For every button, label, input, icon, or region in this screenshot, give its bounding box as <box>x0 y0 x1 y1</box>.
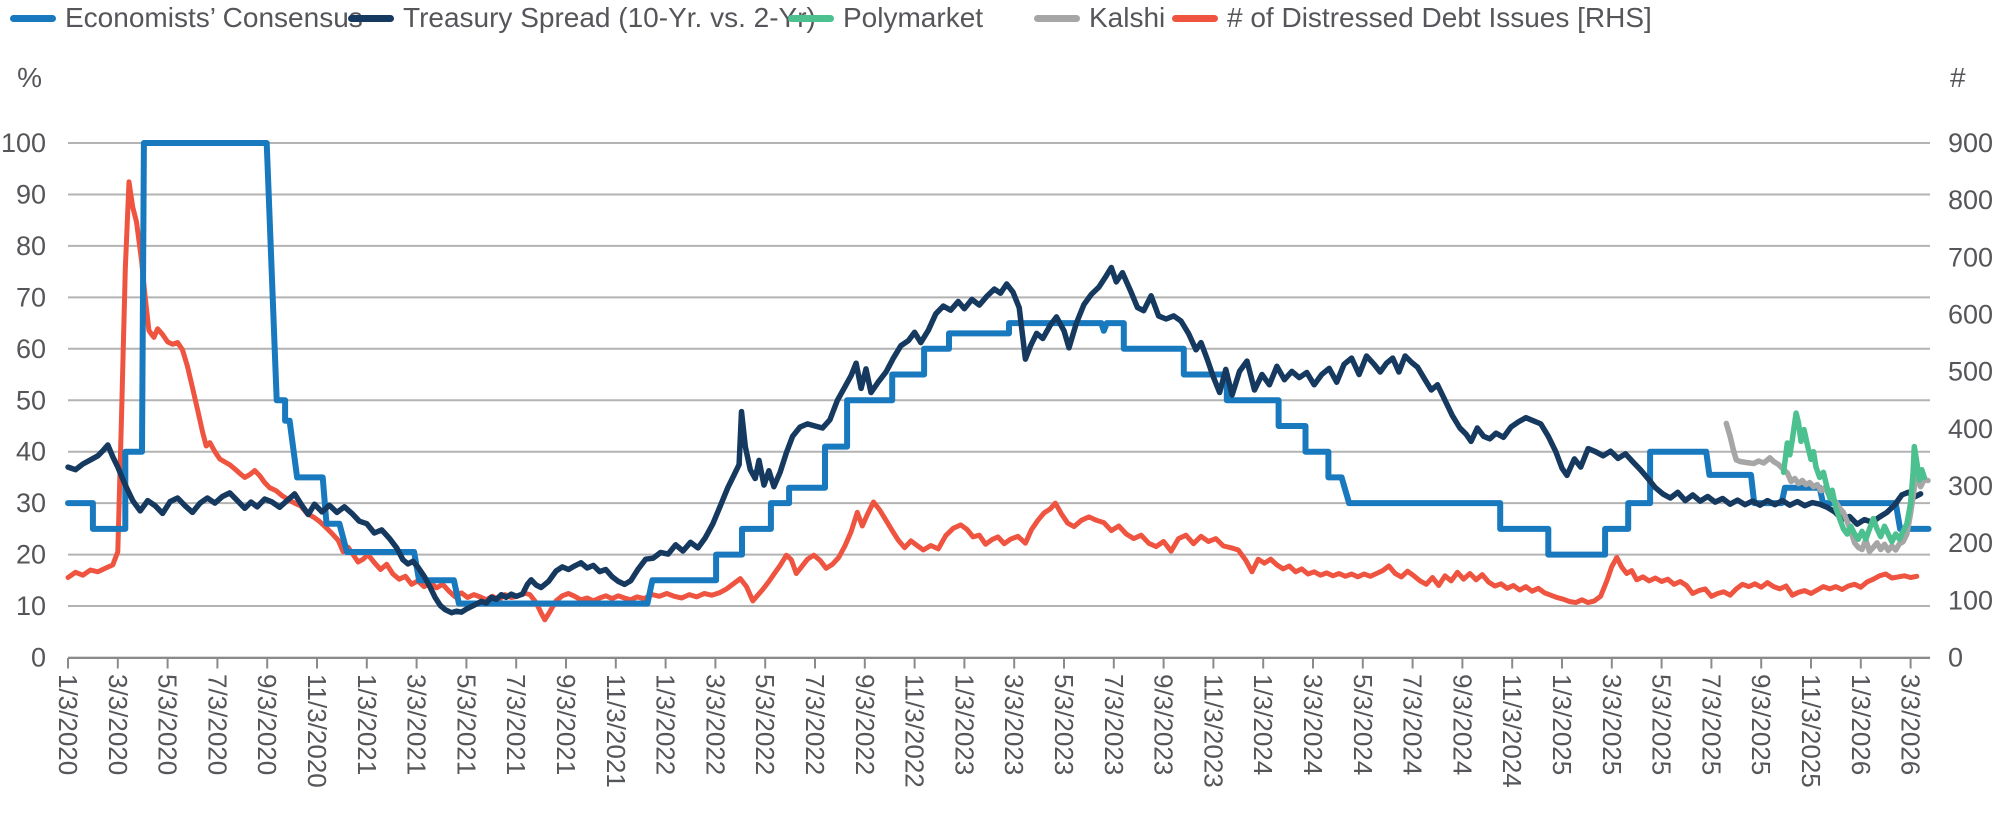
right-tick-label: 0 <box>1948 643 1963 673</box>
right-tick-label: 100 <box>1948 585 1993 615</box>
x-tick-label: 5/3/2025 <box>1647 674 1677 775</box>
left-tick-label: 90 <box>16 179 46 209</box>
legend-swatch-icon <box>788 14 834 22</box>
x-tick-label: 9/3/2021 <box>551 674 581 775</box>
right-tick-label: 800 <box>1948 185 1993 215</box>
x-tick-label: 3/3/2022 <box>700 674 730 775</box>
legend-item: Treasury Spread (10-Yr. vs. 2-Yr) <box>348 2 816 33</box>
right-axis-unit-label: # <box>1950 62 1966 93</box>
legend-swatch-icon <box>10 14 56 22</box>
x-tick-label: 5/3/2021 <box>451 674 481 775</box>
x-tick-label: 1/3/2021 <box>352 674 382 775</box>
right-tick-label: 200 <box>1948 528 1993 558</box>
x-tick-label: 9/3/2020 <box>252 674 282 775</box>
x-tick-label: 1/3/2024 <box>1248 674 1278 775</box>
right-tick-label: 900 <box>1948 128 1993 158</box>
x-tick-label: 11/3/2020 <box>302 674 332 788</box>
legend-swatch-icon <box>348 14 394 22</box>
left-tick-label: 60 <box>16 334 46 364</box>
legend-label: Economists’ Consensus <box>65 2 363 33</box>
left-tick-label: 100 <box>1 128 46 158</box>
x-tick-label: 9/3/2025 <box>1746 674 1776 775</box>
x-tick-label: 3/3/2021 <box>402 674 432 775</box>
x-tick-label: 5/3/2020 <box>153 674 183 775</box>
left-tick-label: 50 <box>16 385 46 415</box>
left-tick-label: 70 <box>16 282 46 312</box>
left-tick-label: 20 <box>16 540 46 570</box>
x-tick-label: 1/3/2023 <box>949 674 979 775</box>
legend-item: Kalshi <box>1034 2 1166 33</box>
x-tick-label: 11/3/2023 <box>1198 674 1228 788</box>
x-tick-label: 7/3/2022 <box>800 674 830 775</box>
x-tick-label: 5/3/2023 <box>1049 674 1079 775</box>
x-tick-label: 11/3/2022 <box>900 674 930 788</box>
left-tick-label: 0 <box>31 643 46 673</box>
x-tick-label: 7/3/2020 <box>202 674 232 775</box>
x-tick-label: 1/3/2020 <box>53 674 83 775</box>
chart-legend: Economists’ Consensus Treasury Spread (10… <box>0 0 2000 38</box>
x-tick-label: 9/3/2023 <box>1149 674 1179 775</box>
x-tick-label: 3/3/2024 <box>1298 674 1328 775</box>
right-tick-label: 600 <box>1948 300 1993 330</box>
x-tick-label: 1/3/2025 <box>1547 674 1577 775</box>
series-line-polymarket <box>1780 410 1928 545</box>
x-tick-label: 3/3/2026 <box>1896 674 1926 775</box>
x-tick-label: 5/3/2022 <box>750 674 780 775</box>
x-tick-label: 3/3/2023 <box>999 674 1029 775</box>
legend-item: Polymarket <box>788 2 984 33</box>
right-tick-label: 500 <box>1948 357 1993 387</box>
series-line--of-distressed-debt-issues-rhs- <box>65 179 1920 623</box>
x-tick-label: 9/3/2022 <box>850 674 880 775</box>
right-tick-label: 700 <box>1948 242 1993 272</box>
x-tick-label: 7/3/2024 <box>1398 674 1428 775</box>
legend-label: Polymarket <box>843 2 984 33</box>
left-tick-label: 80 <box>16 231 46 261</box>
left-tick-label: 10 <box>16 591 46 621</box>
x-tick-label: 9/3/2024 <box>1447 674 1477 775</box>
legend-label: Treasury Spread (10-Yr. vs. 2-Yr) <box>403 2 816 33</box>
data-series <box>65 140 1932 623</box>
legend-item: # of Distressed Debt Issues [RHS] <box>1172 2 1652 33</box>
left-axis-unit-label: % <box>17 62 42 93</box>
legend-label: Kalshi <box>1089 2 1166 33</box>
x-tick-label: 1/3/2022 <box>651 674 681 775</box>
x-tick-label: 7/3/2023 <box>1099 674 1129 775</box>
x-tick-label: 3/3/2020 <box>103 674 133 775</box>
x-tick-label: 5/3/2024 <box>1348 674 1378 775</box>
x-tick-label: 11/3/2024 <box>1497 674 1527 788</box>
legend-label: # of Distressed Debt Issues [RHS] <box>1227 2 1652 33</box>
left-tick-label: 40 <box>16 437 46 467</box>
x-tick-label: 11/3/2021 <box>601 674 631 788</box>
series-line-economists-consensus <box>65 140 1932 607</box>
left-tick-label: 30 <box>16 488 46 518</box>
series-line-treasury-spread-10-yr-vs-2-yr- <box>65 264 1924 616</box>
x-tick-label: 7/3/2021 <box>501 674 531 775</box>
x-tick-label: 7/3/2025 <box>1696 674 1726 775</box>
x-tick-label: 11/3/2025 <box>1796 674 1826 788</box>
right-tick-label: 300 <box>1948 471 1993 501</box>
legend-item: Economists’ Consensus <box>10 2 363 33</box>
legend-swatch-icon <box>1172 14 1218 22</box>
legend-swatch-icon <box>1034 14 1080 22</box>
x-tick-label: 3/3/2025 <box>1597 674 1627 775</box>
x-tick-label: 1/3/2026 <box>1846 674 1876 775</box>
right-tick-label: 400 <box>1948 414 1993 444</box>
axes: 0 10 20 30 40 50 60 70 80 90 100 0 100 200 300 400 500 60… <box>1 128 1993 788</box>
